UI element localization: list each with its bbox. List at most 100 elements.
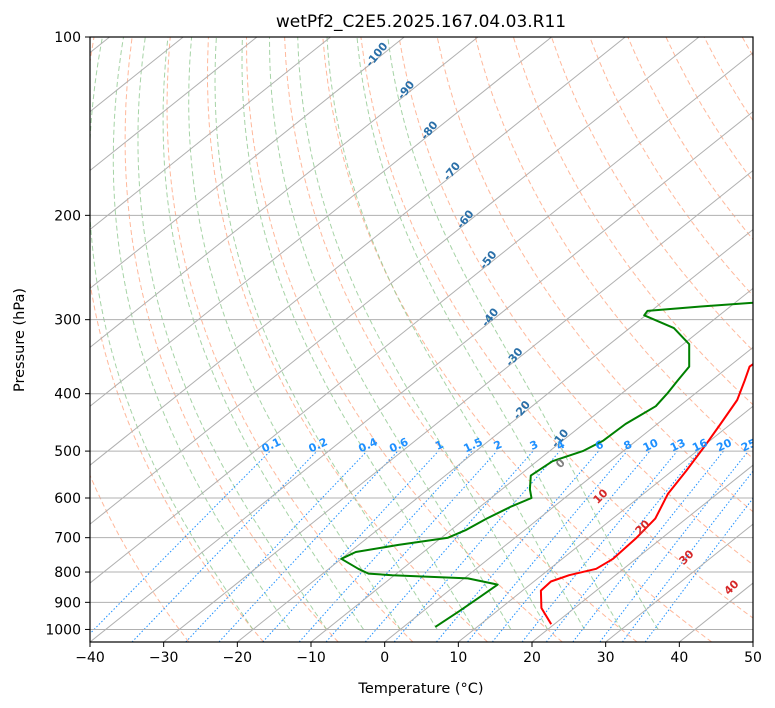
x-axis-ticks: −40 −30 −20 −10 0 10 20 30 40 50 (75, 642, 762, 666)
isotherm-line (310, 287, 753, 642)
wetbulb-label: 20 (633, 517, 653, 537)
dry-adiabat-line (765, 10, 775, 642)
mixing-ratio-line (131, 450, 318, 642)
isotherm-label: -100 (363, 40, 391, 70)
dry-adiabat-line (627, 37, 753, 241)
isotherm-line (237, 228, 753, 642)
x-tick-label: 0 (380, 650, 389, 666)
dry-adiabat-line (166, 37, 414, 642)
mixing-ratio-line (599, 450, 749, 642)
moist-adiabat-line (297, 37, 549, 630)
isotherm-line (752, 641, 753, 642)
mixing-ratio-label: 20 (715, 436, 735, 454)
mixing-ratio-line (521, 450, 678, 642)
isotherm-label: -40 (479, 305, 502, 329)
y-tick-label: 800 (54, 565, 81, 581)
moist-adiabat-line (188, 37, 401, 630)
mixing-ratio-label: 13 (668, 436, 687, 454)
isotherm-line (90, 37, 258, 172)
dewpoint-profile-line (340, 301, 753, 628)
dry-adiabat-line (206, 37, 488, 642)
y-tick-label: 400 (54, 387, 81, 403)
mixing-ratio-label: 1 (433, 438, 445, 453)
dry-adiabat-line (398, 37, 753, 566)
moist-adiabat-line (269, 37, 512, 630)
y-axis-label: Pressure (hPa) (12, 288, 28, 392)
mixing-ratio-label: 0.4 (356, 435, 379, 455)
x-tick-label: 10 (449, 650, 467, 666)
isotherm-line (90, 37, 479, 348)
x-tick-label: −10 (296, 650, 326, 666)
mixing-ratio-line (90, 450, 271, 635)
y-axis-ticks: 100 200 300 400 500 600 700 800 900 1000 (45, 30, 90, 638)
mixing-ratio-line (364, 450, 534, 642)
mixing-ratio-label: 16 (690, 436, 710, 454)
y-tick-label: 1000 (45, 622, 81, 638)
isotherm-label: -60 (454, 207, 477, 231)
x-tick-label: −30 (149, 650, 179, 666)
isotherm-line (90, 37, 700, 525)
mixing-ratio-line (298, 450, 473, 642)
isotherm-line (90, 37, 552, 407)
dry-adiabat-line (436, 37, 753, 513)
moist-adiabat-line (356, 37, 622, 630)
isotherm-line (605, 523, 753, 642)
mixing-ratio-label: 10 (641, 436, 661, 454)
isotherm-label: -80 (418, 118, 441, 142)
dry-adiabat-line (741, 37, 753, 58)
dry-adiabat-line (512, 37, 753, 406)
y-tick-label: 600 (54, 491, 81, 507)
y-tick-label: 300 (54, 313, 81, 329)
isotherm-line (90, 37, 405, 290)
isotherm-label: -70 (441, 159, 464, 183)
dry-adiabat-line (703, 37, 753, 122)
moist-adiabat-line (387, 37, 659, 630)
moist-adiabat-line (214, 37, 438, 630)
y-tick-label: 500 (54, 444, 81, 460)
mixing-ratio-line (218, 450, 399, 642)
mixing-ratio-line (325, 450, 498, 642)
wetbulb-label: 10 (591, 486, 611, 506)
mixing-ratio-line (545, 450, 700, 642)
x-tick-label: −20 (223, 650, 253, 666)
moist-adiabat-line (137, 37, 328, 630)
isotherm-line (531, 464, 753, 642)
mixing-ratio-label: 30 (760, 436, 775, 454)
mixing-ratio-line (436, 450, 599, 642)
temperature-profile-line (539, 362, 753, 625)
dry-adiabat-line (550, 37, 753, 352)
mixing-ratio-line (467, 450, 628, 642)
mixing-ratio-label: 25 (739, 436, 758, 454)
moist-adiabat-line (326, 37, 585, 630)
mixing-ratio-line (262, 450, 439, 642)
isotherm-line (90, 37, 331, 231)
y-tick-label: 200 (54, 208, 81, 224)
dry-adiabat-line (245, 37, 563, 642)
isotherm-line (384, 346, 753, 642)
dry-adiabat-line (124, 37, 339, 642)
x-tick-label: 30 (597, 650, 615, 666)
mixing-ratio-line (621, 470, 753, 642)
pressure-gridlines (90, 37, 753, 630)
chart-title: wetPf2_C2E5.2025.167.04.03.R11 (276, 12, 566, 32)
isotherm-line (163, 169, 753, 642)
isotherm-line (90, 52, 753, 584)
moist-adiabat-line (112, 37, 291, 630)
isotherm-label: -30 (503, 345, 526, 369)
isotherm-line (90, 37, 626, 466)
mixing-ratio-line (572, 450, 724, 642)
isotherm-label: -20 (510, 398, 533, 422)
profile-lines (340, 301, 753, 628)
wetbulb-label: 30 (677, 547, 697, 567)
isotherm-line (90, 110, 753, 642)
dry-adiabat-line (90, 474, 190, 642)
mixing-ratio-line (644, 497, 753, 642)
isotherm-line (458, 405, 753, 642)
mixing-ratio-label: 0.6 (387, 435, 410, 455)
mixing-ratio-line (185, 450, 368, 642)
x-tick-label: 40 (670, 650, 688, 666)
y-tick-label: 700 (54, 531, 81, 547)
dry-adiabat-line (474, 37, 753, 460)
